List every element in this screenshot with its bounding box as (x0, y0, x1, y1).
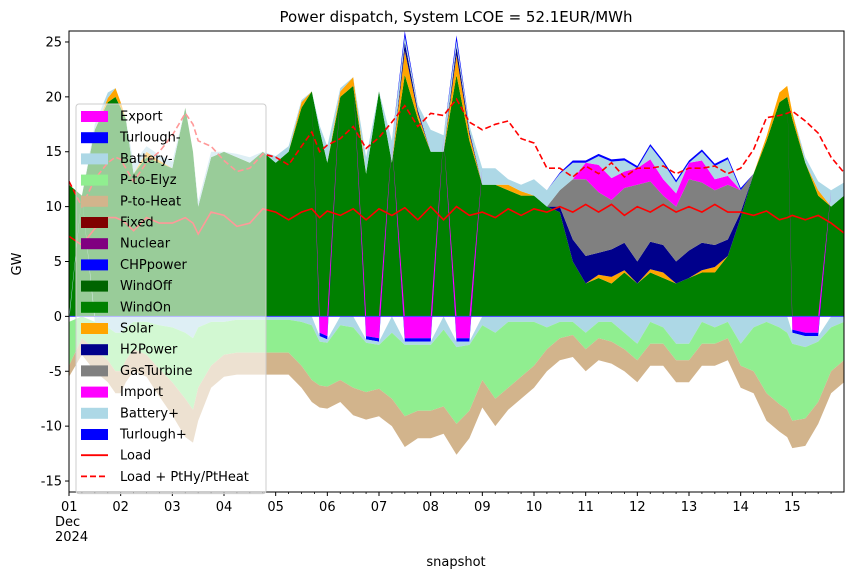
legend-label: Turlough+ (119, 428, 187, 443)
y-tick-label: -10 (41, 420, 62, 435)
legend-swatch (81, 386, 108, 398)
x-tick-label: 07 (371, 500, 388, 515)
legend-swatch (81, 259, 108, 271)
legend-swatch (81, 153, 108, 165)
legend-swatch (81, 280, 108, 292)
legend-label: Solar (120, 322, 154, 337)
legend-label: GasTurbine (120, 364, 192, 379)
legend: Export Turlough- Battery- P-to-Elyz P-to-Hea… (75, 103, 267, 495)
legend-swatch (81, 174, 108, 186)
legend-label: Export (120, 110, 163, 125)
legend-swatch (81, 195, 108, 207)
legend-swatch (81, 238, 108, 250)
legend-label: P-to-Elyz (120, 173, 177, 188)
legend-label: Load + PtHy/PtHeat (120, 470, 249, 485)
legend-label: Fixed (120, 216, 154, 231)
y-tick-label: -15 (41, 475, 62, 490)
legend-label: P-to-Heat (120, 194, 181, 209)
x-axis-title: snapshot (426, 555, 485, 570)
legend-label: Load (120, 449, 151, 464)
y-axis-title: GW (10, 252, 25, 275)
x-tick-label: 14 (732, 500, 749, 515)
legend-label: Nuclear (120, 237, 171, 252)
legend-label: H2Power (120, 343, 178, 358)
x-tick-label: 05 (267, 500, 284, 515)
legend-swatch (81, 301, 108, 313)
legend-swatch (81, 365, 108, 377)
x-tick-label: 06 (319, 500, 336, 515)
y-tick-label: 20 (45, 90, 62, 105)
x-tick-label: Dec (55, 515, 80, 530)
legend-label: Turlough- (119, 131, 181, 146)
y-tick-label: 10 (45, 200, 62, 215)
legend-box (75, 103, 267, 495)
legend-label: CHPpower (120, 258, 188, 273)
legend-label: WindOn (120, 300, 171, 315)
x-tick-label: 2024 (55, 530, 88, 545)
legend-swatch (81, 323, 108, 334)
legend-label: Import (120, 385, 163, 400)
x-tick-label: 01 (61, 500, 78, 515)
y-tick-label: -5 (49, 365, 62, 380)
area-gasturbine (69, 42, 844, 262)
legend-swatch (81, 132, 108, 144)
y-tick-label: 0 (54, 310, 62, 325)
chart-title: Power dispatch, System LCOE = 52.1EUR/MW… (279, 8, 632, 26)
legend-swatch (81, 344, 108, 356)
legend-swatch (81, 407, 108, 419)
legend-swatch (81, 111, 108, 122)
x-tick-label: 09 (474, 500, 491, 515)
x-tick-label: 12 (629, 500, 646, 515)
x-tick-label: 08 (422, 500, 439, 515)
legend-swatch (81, 429, 108, 440)
x-tick-label: 10 (526, 500, 543, 515)
x-tick-label: 15 (784, 500, 801, 515)
y-tick-label: 5 (54, 255, 62, 270)
x-tick-label: 02 (112, 500, 129, 515)
x-tick-label: 11 (577, 500, 594, 515)
x-tick-label: 04 (216, 500, 233, 515)
y-tick-label: 15 (45, 145, 62, 160)
legend-swatch (81, 217, 108, 228)
y-tick-label: 25 (45, 35, 62, 50)
x-tick-label: 03 (164, 500, 181, 515)
legend-label: WindOff (120, 279, 173, 294)
legend-label: Battery- (120, 152, 173, 167)
legend-label: Battery+ (120, 406, 179, 421)
x-tick-label: 13 (681, 500, 698, 515)
area-import (69, 42, 844, 207)
